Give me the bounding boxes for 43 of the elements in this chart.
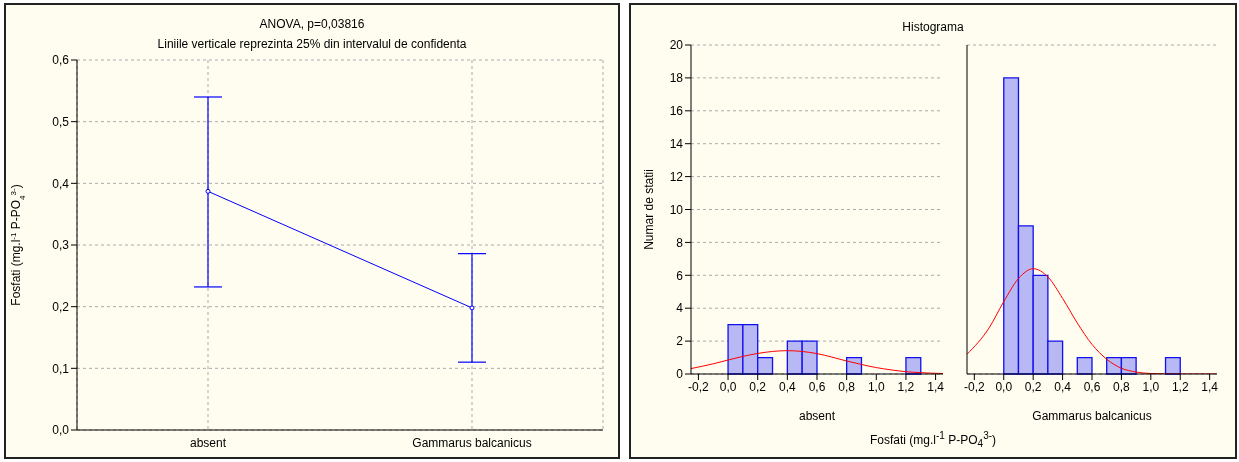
x-tick-label: 0,2 [749, 379, 767, 394]
x-tick-label: 0,6 [1083, 379, 1101, 394]
y-tick-label: 4 [676, 301, 684, 316]
x-tick-label: 0,8 [838, 379, 856, 394]
x-axis-title: Gammarus balcanicus [1032, 409, 1152, 423]
y-tick-label: 10 [669, 202, 684, 217]
y-tick-label: 20 [669, 38, 684, 53]
x-tick-label: 1,4 [1201, 379, 1219, 394]
y-tick-label: 0,1 [52, 361, 70, 376]
y-tick-label: 16 [669, 104, 684, 119]
x-tick-label: 0,0 [719, 379, 737, 394]
y-tick-label: 0,3 [52, 238, 70, 253]
y-axis-title: Numar de statii [642, 169, 656, 250]
y-tick-label: 0,4 [52, 176, 70, 191]
x-tick-label: -0,2 [964, 379, 986, 394]
x-tick-label: 0,2 [1024, 379, 1042, 394]
x-axis-title: absent [798, 409, 836, 423]
chart-subtitle: Liniile verticale reprezinta 25% din intervalul de confidenta [156, 37, 468, 51]
y-tick-label: 8 [676, 235, 684, 250]
y-tick-label: 18 [669, 71, 684, 86]
x-tick-label: 0,8 [1113, 379, 1131, 394]
x-tick-label: 1,2 [897, 379, 915, 394]
x-tick-label: 0,0 [995, 379, 1013, 394]
y-tick-label: 0,0 [52, 423, 70, 438]
y-tick-label: 2 [676, 334, 684, 349]
x-tick-label: 1,0 [1142, 379, 1160, 394]
y-tick-label: 0,2 [52, 299, 70, 314]
y-tick-label: 6 [676, 268, 684, 283]
x-tick-label: 0,4 [1054, 379, 1072, 394]
x-tick-label: 1,4 [927, 379, 945, 394]
y-tick-label: 0,5 [52, 114, 70, 129]
x-tick-label: 0,4 [779, 379, 797, 394]
x-tick-label: 0,6 [808, 379, 826, 394]
y-tick-label: 12 [669, 169, 684, 184]
y-tick-label: 14 [669, 136, 684, 151]
x-tick-label: -0,2 [688, 379, 710, 394]
text: Fosfati (mg.l$^{-1}$ P-PO$_{4}$$^{3-}$) [868, 430, 998, 450]
x-tick-label: 1,2 [1171, 379, 1189, 394]
x-tick-label: 1,0 [867, 379, 885, 394]
chart-title: Histograma [901, 20, 965, 34]
y-tick-label: 0,6 [52, 53, 70, 68]
y-tick-label: 0 [676, 367, 684, 382]
chart-title: ANOVA, p=0,03816 [258, 17, 366, 31]
